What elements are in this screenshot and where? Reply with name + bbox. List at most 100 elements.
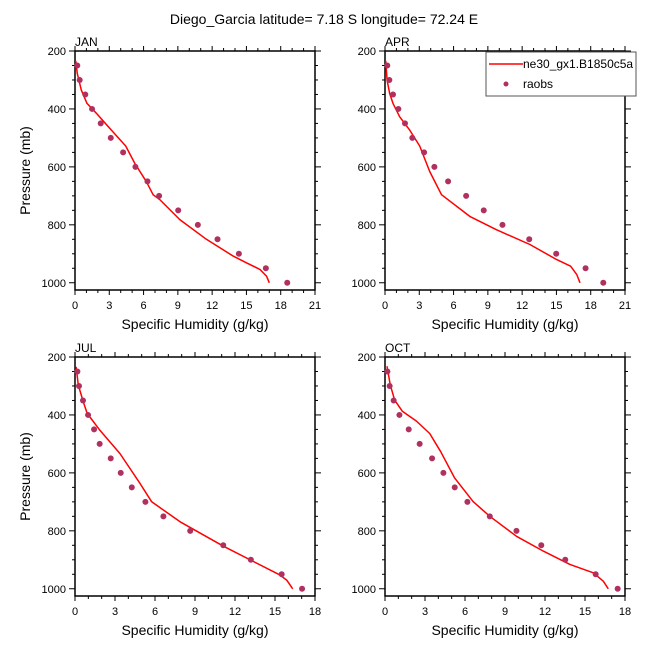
- x-tick-label: 12: [229, 606, 241, 618]
- raobs-point: [142, 498, 149, 505]
- x-tick-label: 18: [275, 300, 287, 312]
- raobs-point: [440, 469, 447, 476]
- raobs-point: [107, 134, 114, 141]
- raobs-point: [463, 192, 470, 199]
- raobs-point: [284, 279, 291, 286]
- plot-frame: [74, 50, 316, 291]
- raobs-point: [82, 91, 89, 98]
- raobs-point: [600, 279, 607, 286]
- raobs-point: [386, 76, 393, 83]
- y-tick-label: 600: [48, 468, 66, 480]
- x-tick-label: 9: [502, 606, 508, 618]
- panel-label: JUL: [75, 341, 97, 355]
- y-tick-label: 400: [358, 104, 376, 116]
- raobs-point: [278, 571, 285, 578]
- y-axis-title: Pressure (mb): [17, 126, 33, 215]
- x-tick-label: 0: [382, 606, 388, 618]
- y-tick-label: 1000: [352, 278, 376, 290]
- raobs-point: [262, 265, 269, 272]
- y-tick-label: 600: [358, 162, 376, 174]
- raobs-point: [614, 585, 621, 592]
- y-tick-label: 600: [358, 468, 376, 480]
- raobs-point: [384, 368, 391, 375]
- raobs-point: [553, 250, 560, 257]
- raobs-point: [80, 397, 86, 404]
- raobs-point: [97, 120, 104, 127]
- raobs-point: [144, 178, 151, 185]
- y-tick-label: 600: [48, 162, 66, 174]
- raobs-point: [128, 484, 135, 491]
- x-tick-label: 3: [422, 606, 428, 618]
- x-tick-label: 6: [451, 300, 457, 312]
- y-tick-label: 800: [48, 220, 66, 232]
- y-tick-label: 200: [48, 46, 66, 58]
- raobs-point: [416, 440, 423, 447]
- raobs-point: [396, 411, 403, 418]
- raobs-point: [160, 513, 167, 520]
- raobs-point: [486, 513, 493, 520]
- raobs-point: [409, 134, 416, 141]
- legend-label: ne30_gx1.B1850c5a: [523, 57, 633, 71]
- raobs-point: [538, 542, 545, 549]
- x-tick-label: 21: [309, 300, 321, 312]
- raobs-point: [76, 76, 83, 83]
- y-tick-label: 1000: [352, 584, 376, 596]
- x-tick-label: 6: [462, 606, 468, 618]
- raobs-point: [120, 149, 127, 156]
- raobs-point: [431, 163, 438, 170]
- raobs-point: [89, 105, 96, 112]
- y-tick-label: 200: [48, 352, 66, 364]
- raobs-point: [299, 585, 306, 592]
- plot-frame: [74, 356, 316, 597]
- raobs-point: [117, 469, 124, 476]
- plot-frame: [384, 50, 626, 291]
- x-tick-label: 6: [141, 300, 147, 312]
- panel-apr: APR 0 3 6 9 12 15 18 21 200 400 600 800 1000 Specific …: [352, 35, 632, 332]
- raobs-point: [499, 221, 506, 228]
- raobs-point: [405, 426, 412, 433]
- raobs-point: [402, 120, 408, 127]
- y-tick-label: 400: [48, 104, 66, 116]
- x-tick-label: 9: [485, 300, 491, 312]
- panel-label: JAN: [75, 35, 98, 49]
- model-profile-line: [384, 60, 581, 284]
- raobs-point: [91, 426, 98, 433]
- raobs-point: [107, 455, 114, 462]
- y-tick-label: 400: [358, 410, 376, 422]
- raobs-point: [156, 192, 163, 199]
- raobs-point: [74, 368, 81, 375]
- raobs-point: [480, 207, 487, 214]
- raobs-point: [390, 397, 397, 404]
- legend-box: [485, 51, 637, 97]
- raobs-point: [592, 571, 599, 578]
- raobs-point: [74, 62, 81, 69]
- y-axis-title: Pressure (mb): [17, 432, 33, 521]
- x-tick-label: 18: [619, 606, 631, 618]
- x-tick-label: 0: [382, 300, 388, 312]
- raobs-point: [187, 527, 194, 534]
- y-tick-label: 200: [358, 352, 376, 364]
- y-tick-label: 800: [358, 526, 376, 538]
- y-tick-label: 800: [358, 220, 376, 232]
- raobs-point: [214, 236, 221, 243]
- panel-jul: JUL 0 3 6 9 12 15 18 200 400 600 800 1000 Specific Hu…: [17, 341, 321, 638]
- panel-oct: OCT 0 3 6 9 12 15 18 200 400 600 800 1000 Specific Hu…: [352, 341, 632, 638]
- raobs-point: [220, 542, 227, 549]
- x-axis-title: Specific Humidity (g/kg): [121, 622, 268, 638]
- raobs-point: [96, 440, 103, 447]
- x-tick-label: 3: [112, 606, 118, 618]
- y-tick-label: 800: [48, 526, 66, 538]
- x-tick-label: 18: [309, 606, 321, 618]
- x-tick-label: 15: [269, 606, 281, 618]
- model-profile-line: [386, 366, 609, 590]
- y-tick-label: 200: [358, 46, 376, 58]
- raobs-point: [175, 207, 182, 214]
- raobs-point: [445, 178, 452, 185]
- x-axis-title: Specific Humidity (g/kg): [431, 622, 578, 638]
- x-axis-title: Specific Humidity (g/kg): [121, 316, 268, 332]
- figure-title: Diego_Garcia latitude= 7.18 S longitude=…: [170, 11, 478, 27]
- raobs-point: [384, 62, 391, 69]
- x-tick-label: 12: [539, 606, 551, 618]
- raobs-point: [421, 149, 428, 156]
